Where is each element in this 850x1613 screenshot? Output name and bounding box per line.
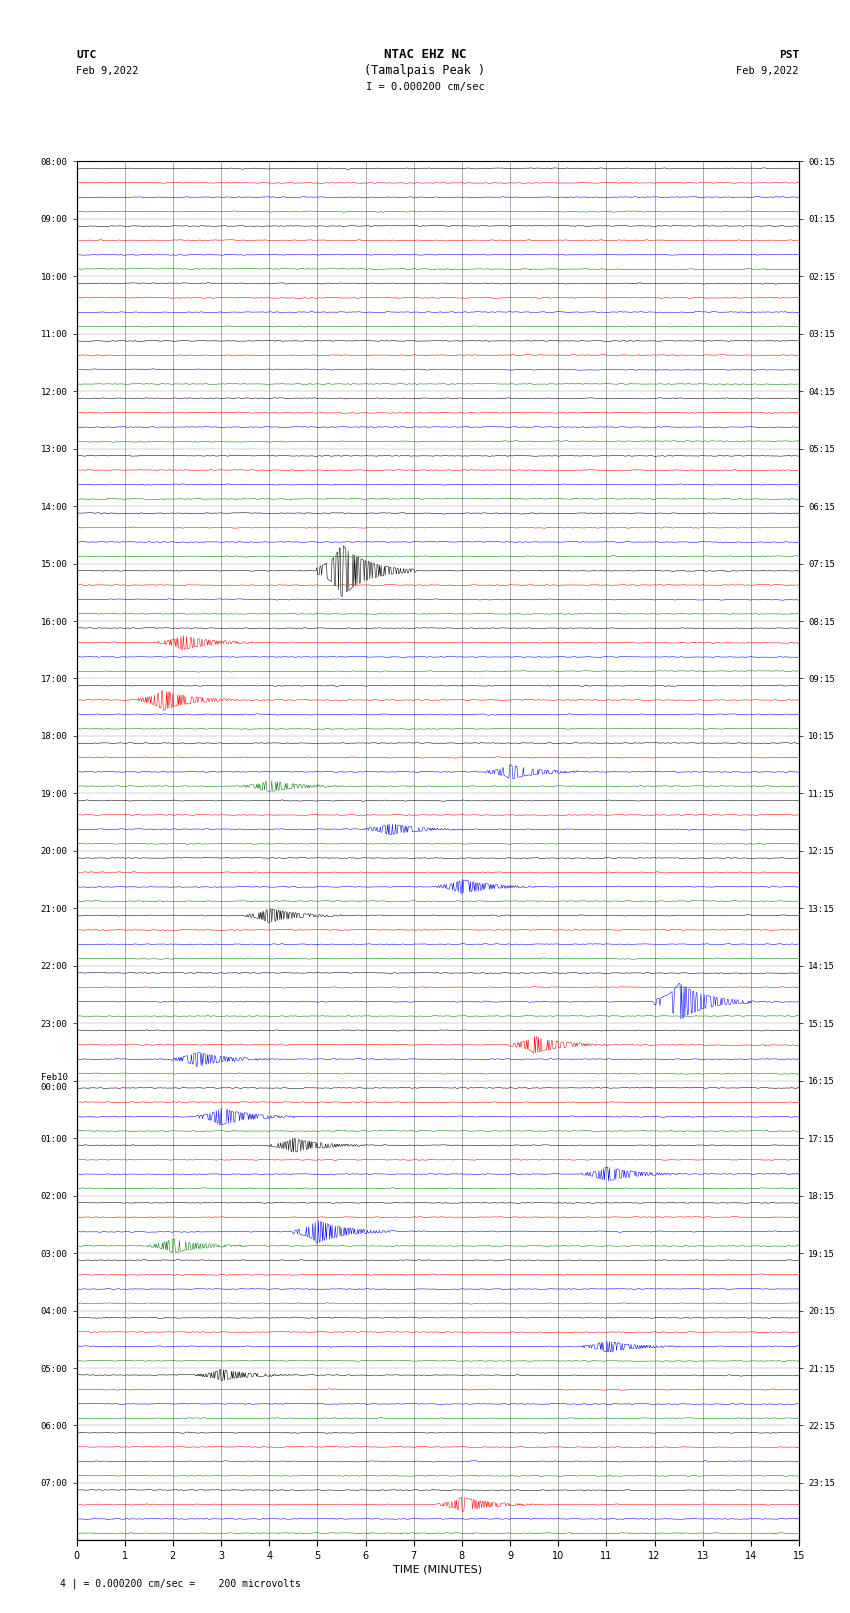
Text: NTAC EHZ NC: NTAC EHZ NC: [383, 48, 467, 61]
Text: I = 0.000200 cm/sec: I = 0.000200 cm/sec: [366, 82, 484, 92]
Text: UTC: UTC: [76, 50, 97, 60]
Text: 4 | = 0.000200 cm/sec =    200 microvolts: 4 | = 0.000200 cm/sec = 200 microvolts: [60, 1579, 300, 1589]
Text: Feb 9,2022: Feb 9,2022: [76, 66, 139, 76]
Text: (Tamalpais Peak ): (Tamalpais Peak ): [365, 65, 485, 77]
X-axis label: TIME (MINUTES): TIME (MINUTES): [394, 1565, 482, 1574]
Text: PST: PST: [779, 50, 799, 60]
Text: Feb 9,2022: Feb 9,2022: [736, 66, 799, 76]
